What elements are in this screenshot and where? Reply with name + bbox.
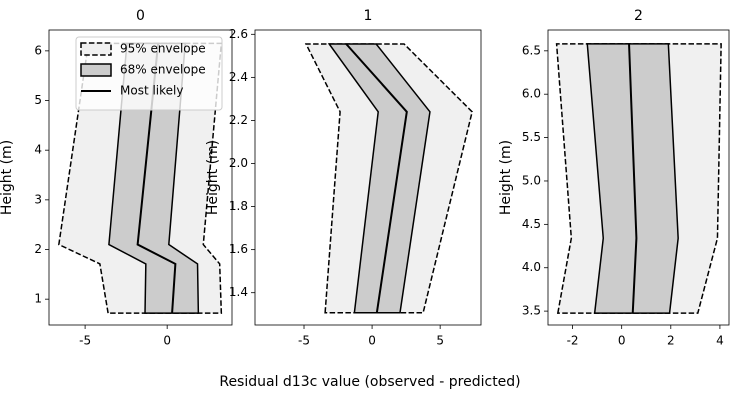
y-axis-label: Height (m) bbox=[0, 140, 15, 215]
y-axis-label: Height (m) bbox=[205, 140, 221, 215]
x-tick-label: 0 bbox=[163, 334, 171, 348]
panel-title: 2 bbox=[634, 8, 643, 24]
envelope-band bbox=[327, 43, 431, 314]
y-tick-label: 3 bbox=[34, 192, 42, 206]
y-tick-label: 6.0 bbox=[522, 87, 541, 101]
y-tick-label: 4 bbox=[34, 143, 42, 157]
x-tick-label: 0 bbox=[368, 334, 376, 348]
x-tick-label: -5 bbox=[79, 334, 91, 348]
axes-frame bbox=[547, 29, 730, 326]
axes-frame bbox=[254, 29, 482, 326]
legend-label: 95% envelope bbox=[120, 42, 206, 56]
legend-box bbox=[75, 36, 223, 111]
x-tick-label: 4 bbox=[716, 334, 724, 348]
y-tick-label: 5.0 bbox=[522, 173, 541, 187]
x-axis-label: Residual d13c value (observed - predicte… bbox=[219, 374, 520, 390]
y-tick-label: 6 bbox=[34, 43, 42, 57]
y-tick-label: 3.5 bbox=[522, 304, 541, 318]
most-likely-line bbox=[345, 43, 408, 313]
legend-label: Most likely bbox=[120, 84, 183, 98]
envelope-band bbox=[586, 43, 679, 314]
x-tick-label: 5 bbox=[436, 334, 444, 348]
most-likely-line bbox=[136, 43, 177, 314]
y-tick-label: 6.5 bbox=[522, 43, 541, 57]
y-tick-label: 2.4 bbox=[229, 70, 248, 84]
x-tick-label: -5 bbox=[298, 334, 310, 348]
panel-title: 0 bbox=[136, 8, 145, 24]
legend-label: 68% envelope bbox=[120, 63, 206, 77]
y-tick-label: 1.4 bbox=[229, 285, 248, 299]
y-tick-label: 4.0 bbox=[522, 260, 541, 274]
most-likely-line bbox=[628, 43, 638, 314]
y-tick-label: 2 bbox=[34, 242, 42, 256]
legend: 95% envelope 68% envelope Most likely bbox=[75, 36, 223, 111]
y-axis-label: Height (m) bbox=[498, 140, 514, 215]
y-tick-label: 1.8 bbox=[229, 199, 248, 213]
y-tick-label: 5.5 bbox=[522, 130, 541, 144]
y-tick-label: 2.6 bbox=[229, 27, 248, 41]
x-tick-label: -2 bbox=[567, 334, 579, 348]
x-tick-label: 0 bbox=[618, 334, 626, 348]
axes-frame bbox=[48, 29, 233, 326]
y-tick-label: 1.6 bbox=[229, 242, 248, 256]
y-tick-label: 5 bbox=[34, 93, 42, 107]
x-tick-label: 2 bbox=[667, 334, 675, 348]
y-tick-label: 2.0 bbox=[229, 156, 248, 170]
y-tick-label: 2.2 bbox=[229, 113, 248, 127]
legend-swatch bbox=[80, 42, 112, 56]
panel-title: 1 bbox=[364, 8, 373, 24]
y-tick-label: 4.5 bbox=[522, 217, 541, 231]
legend-swatch bbox=[80, 63, 112, 77]
y-tick-label: 1 bbox=[34, 292, 42, 306]
